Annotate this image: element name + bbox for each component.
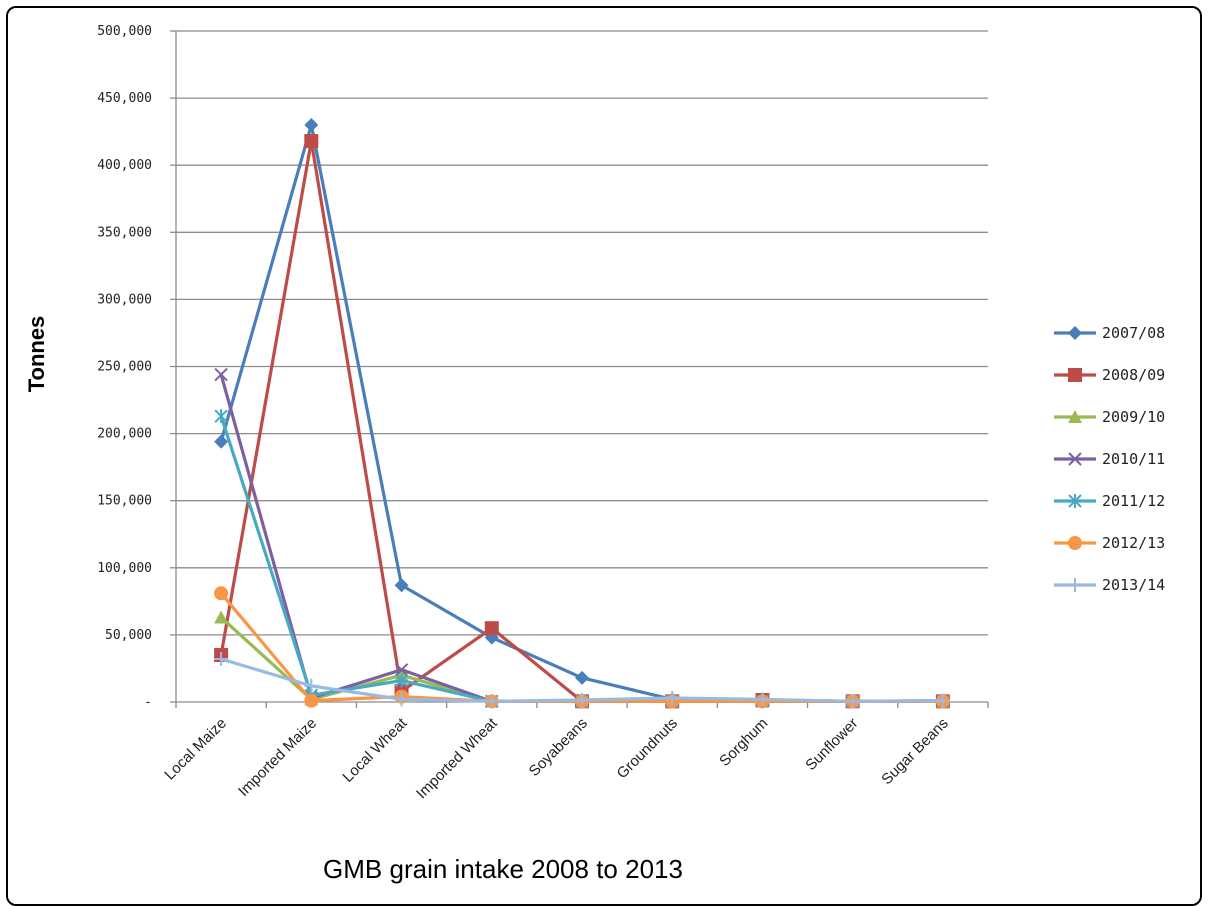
marker-diamond [304, 117, 319, 132]
marker-plus [845, 694, 860, 709]
series-2008-09 [214, 134, 950, 709]
legend-label: 2007/08 [1102, 324, 1165, 342]
y-tick-label: 200,000 [97, 427, 152, 442]
marker-plus [755, 692, 770, 707]
series-group [214, 117, 950, 709]
marker-star [394, 673, 409, 688]
series-2013-14 [214, 652, 950, 709]
marker-diamond [575, 670, 589, 685]
marker-x [214, 367, 228, 382]
marker-plus [665, 690, 680, 705]
chart-frame [6, 6, 1202, 906]
legend-label: 2012/13 [1102, 534, 1165, 552]
y-tick-label: - [144, 695, 152, 710]
y-tick-label: 100,000 [97, 561, 152, 576]
marker-circle [214, 586, 229, 601]
marker-plus [575, 692, 589, 707]
y-tick-label: 150,000 [97, 494, 152, 509]
legend-item: 2008/09 [1054, 366, 1165, 384]
legend-item: 2009/10 [1054, 408, 1165, 426]
marker-square [484, 621, 499, 636]
y-tick-label: 50,000 [105, 628, 152, 643]
legend-label: 2013/14 [1102, 576, 1165, 594]
x-category-label: Sorghum [716, 715, 771, 770]
marker-plus [484, 694, 499, 709]
marker-triangle [214, 610, 229, 624]
marker-diamond [214, 434, 229, 449]
marker-plus [214, 652, 229, 667]
legend-label: 2008/09 [1102, 366, 1165, 384]
marker-square [304, 134, 319, 149]
x-category-label: Imported Wheat [413, 714, 501, 802]
x-category-label: Sugar Beans [878, 715, 951, 788]
legend-item: 2010/11 [1054, 450, 1165, 468]
marker-plus [394, 692, 409, 707]
y-axis: - 50,000 100,000 150,000 200,000 250,000 300,0… [97, 24, 177, 710]
series-line [219, 592, 943, 703]
y-tick-label: 450,000 [97, 91, 152, 106]
legend-item: 2013/14 [1054, 576, 1165, 594]
y-tick-label: 400,000 [97, 158, 152, 173]
y-tick-label: 300,000 [97, 292, 152, 307]
marker-star [214, 409, 228, 424]
y-tick-label: 350,000 [97, 225, 152, 240]
series-2007-08 [214, 117, 950, 709]
legend: 2007/08 2008/09 2009/10 2010/11 2011/12 2012/… [1054, 324, 1165, 594]
series-2010-11 [214, 367, 950, 709]
legend-label: 2010/11 [1102, 450, 1165, 468]
x-category-label: Sunflower [802, 715, 861, 774]
x-category-label: Local Wheat [339, 714, 411, 786]
legend-item: 2012/13 [1054, 534, 1165, 552]
x-category-label: Local Maize [161, 715, 230, 784]
marker-circle [304, 693, 319, 708]
marker-plus [935, 693, 950, 708]
marker-plus [1068, 578, 1082, 592]
x-axis-title: GMB grain intake 2008 to 2013 [323, 854, 683, 884]
series-line [219, 415, 943, 703]
legend-label: 2009/10 [1102, 408, 1165, 426]
x-axis: Local Maize Imported Maize Local Wheat Impo… [161, 701, 989, 802]
x-category-label: Imported Maize [235, 715, 320, 800]
marker-circle [1068, 536, 1082, 550]
y-axis-label: Tonnes [24, 316, 49, 393]
y-tick-label: 250,000 [97, 360, 152, 375]
marker-diamond [394, 578, 409, 593]
series-line [219, 123, 943, 703]
marker-star [1068, 494, 1082, 508]
series-line [219, 374, 943, 703]
series-2012-13 [214, 586, 950, 709]
marker-triangle [1068, 410, 1082, 423]
marker-x [394, 663, 409, 677]
x-category-label: Groundnuts [614, 715, 681, 782]
gridlines [176, 30, 988, 636]
x-category-label: Soyabeans [526, 715, 591, 780]
y-tick-label: 500,000 [97, 24, 152, 39]
legend-label: 2011/12 [1102, 492, 1165, 510]
marker-square [1068, 368, 1082, 382]
marker-diamond [1068, 326, 1082, 340]
series-2011-12 [214, 409, 950, 709]
legend-item: 2011/12 [1054, 492, 1165, 510]
marker-x [1068, 452, 1082, 466]
legend-item: 2007/08 [1054, 324, 1165, 342]
marker-plus [304, 678, 319, 693]
